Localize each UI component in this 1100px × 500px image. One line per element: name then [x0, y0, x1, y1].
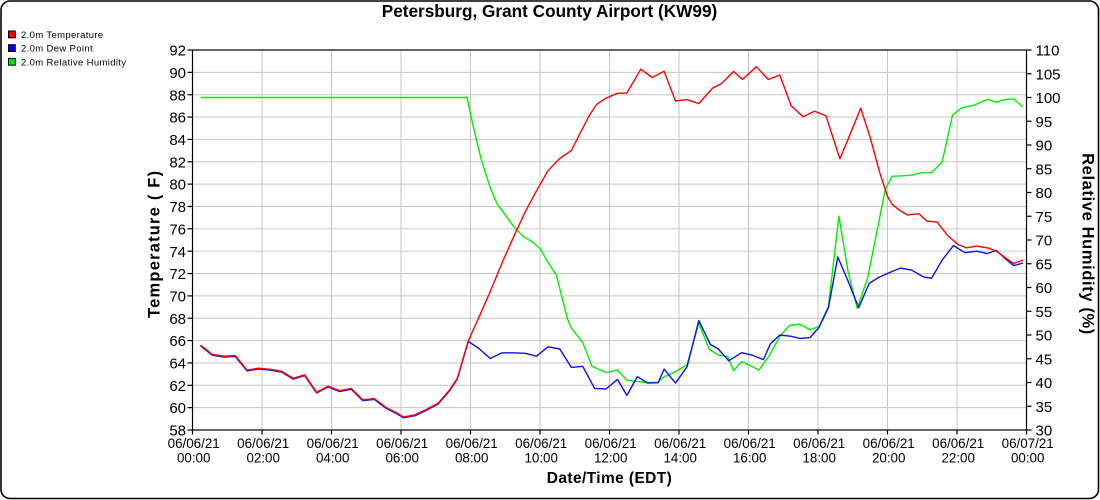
svg-text:06/06/21: 06/06/21: [863, 436, 915, 451]
svg-text:35: 35: [1036, 399, 1053, 416]
svg-text:60: 60: [169, 400, 186, 417]
svg-text:70: 70: [1036, 233, 1053, 250]
svg-text:Date/Time (EDT): Date/Time (EDT): [547, 470, 672, 487]
svg-text:Petersburg, Grant County Airpo: Petersburg, Grant County Airport (KW99): [382, 1, 718, 21]
svg-text:66: 66: [169, 333, 186, 350]
svg-text:06/06/21: 06/06/21: [724, 436, 776, 451]
svg-text:74: 74: [169, 244, 186, 261]
svg-text:68: 68: [169, 311, 186, 328]
svg-text:55: 55: [1036, 304, 1053, 321]
svg-text:100: 100: [1036, 90, 1061, 107]
svg-text:45: 45: [1036, 351, 1053, 368]
svg-text:72: 72: [169, 266, 186, 283]
svg-text:06/06/21: 06/06/21: [446, 436, 498, 451]
svg-text:105: 105: [1036, 66, 1061, 83]
svg-text:58: 58: [169, 423, 186, 440]
svg-text:88: 88: [169, 87, 186, 104]
svg-text:80: 80: [1036, 185, 1053, 202]
svg-text:2.0m Temperature: 2.0m Temperature: [21, 30, 104, 41]
svg-text:78: 78: [169, 199, 186, 216]
svg-text:06:00: 06:00: [385, 451, 419, 466]
svg-text:Relative Humidity (%): Relative Humidity (%): [1079, 153, 1097, 335]
svg-text:06/06/21: 06/06/21: [932, 436, 984, 451]
svg-text:12:00: 12:00: [594, 451, 628, 466]
svg-text:90: 90: [169, 65, 186, 82]
svg-text:30: 30: [1036, 423, 1053, 440]
svg-text:18:00: 18:00: [802, 451, 836, 466]
svg-text:06/06/21: 06/06/21: [237, 436, 289, 451]
svg-text:02:00: 02:00: [246, 451, 280, 466]
svg-text:06/06/21: 06/06/21: [376, 436, 428, 451]
svg-text:08:00: 08:00: [455, 451, 489, 466]
svg-text:82: 82: [169, 154, 186, 171]
svg-text:70: 70: [169, 289, 186, 306]
svg-text:50: 50: [1036, 328, 1053, 345]
svg-text:00:00: 00:00: [177, 451, 211, 466]
svg-text:2.0m Dew Point: 2.0m Dew Point: [21, 44, 93, 55]
svg-text:110: 110: [1036, 43, 1060, 60]
svg-text:65: 65: [1036, 256, 1053, 273]
svg-text:06/06/21: 06/06/21: [654, 436, 706, 451]
svg-text:62: 62: [169, 378, 186, 395]
svg-text:Temperature ( F): Temperature ( F): [146, 170, 164, 318]
svg-text:80: 80: [169, 177, 186, 194]
svg-text:40: 40: [1036, 375, 1053, 392]
svg-text:06/06/21: 06/06/21: [515, 436, 567, 451]
svg-text:06/07/21: 06/07/21: [1002, 436, 1054, 451]
svg-text:86: 86: [169, 110, 186, 127]
svg-text:2.0m Relative Humidity: 2.0m Relative Humidity: [21, 57, 126, 68]
svg-text:76: 76: [169, 221, 186, 238]
svg-text:00:00: 00:00: [1011, 451, 1045, 466]
svg-text:20:00: 20:00: [872, 451, 906, 466]
svg-text:10:00: 10:00: [524, 451, 558, 466]
svg-text:06/06/21: 06/06/21: [307, 436, 359, 451]
svg-text:06/06/21: 06/06/21: [168, 436, 220, 451]
svg-text:14:00: 14:00: [663, 451, 697, 466]
svg-text:95: 95: [1036, 114, 1053, 131]
svg-text:84: 84: [169, 132, 186, 149]
svg-text:85: 85: [1036, 161, 1053, 178]
svg-text:64: 64: [169, 356, 186, 373]
svg-text:22:00: 22:00: [941, 451, 975, 466]
svg-text:04:00: 04:00: [316, 451, 350, 466]
svg-text:06/06/21: 06/06/21: [793, 436, 845, 451]
svg-text:16:00: 16:00: [733, 451, 767, 466]
svg-text:60: 60: [1036, 280, 1053, 297]
svg-text:75: 75: [1036, 209, 1053, 226]
svg-text:90: 90: [1036, 138, 1053, 155]
svg-text:06/06/21: 06/06/21: [585, 436, 637, 451]
svg-text:92: 92: [169, 43, 186, 60]
